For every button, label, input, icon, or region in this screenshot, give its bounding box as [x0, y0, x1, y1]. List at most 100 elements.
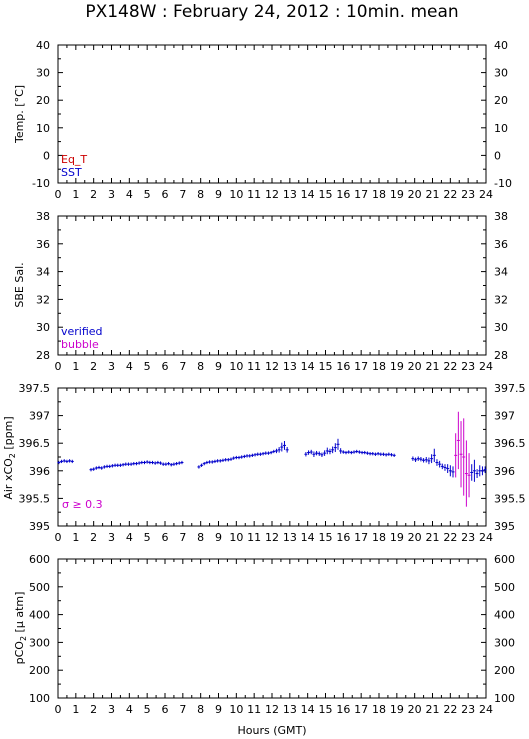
- y-tick-label-right: 30: [494, 67, 508, 80]
- xco2-ylabel-tail: [ppm]: [2, 416, 15, 453]
- y-tick-label-left: 38: [36, 210, 50, 223]
- x-tick-label: 1: [72, 188, 79, 201]
- x-tick-label: 11: [247, 703, 261, 716]
- x-tick-label: 3: [108, 360, 115, 373]
- y-tick-label-right: 0: [494, 149, 501, 162]
- x-tick-label: 14: [301, 188, 315, 201]
- x-tick-label: 15: [319, 531, 333, 544]
- legend-bubble: bubble: [61, 338, 99, 351]
- temp-axis-ticks: 0 1 2 3 4 5 6 7 8 9 10 11 12 13 14 15 16 17 18 19 20 21 22 23 24…: [32, 39, 512, 201]
- temp-plot-frame: [57, 44, 487, 184]
- y-tick-label-left: 300: [29, 636, 50, 649]
- x-axis-label: Hours (GMT): [237, 724, 306, 737]
- pco2-y-axis-label: pCO2 [μ atm]: [13, 592, 28, 665]
- y-tick-label-left: 34: [36, 266, 50, 279]
- y-tick-label-left: 200: [29, 664, 50, 677]
- temp-y-axis-label: Temp. [°C]: [13, 85, 26, 144]
- x-tick-label: 16: [336, 703, 350, 716]
- x-tick-label: 13: [283, 188, 297, 201]
- x-tick-label: 17: [354, 703, 368, 716]
- x-tick-label: 23: [461, 703, 475, 716]
- x-tick-label: 16: [336, 188, 350, 201]
- y-tick-label-left: -10: [32, 177, 50, 190]
- pco2-plot-frame: [57, 558, 487, 699]
- y-tick-label-left: 0: [43, 149, 50, 162]
- salinity-y-axis-label: SBE Sal.: [13, 262, 26, 307]
- x-tick-label: 4: [126, 360, 133, 373]
- legend-verified: verified: [61, 325, 103, 338]
- x-tick-label: 10: [229, 360, 243, 373]
- x-tick-label: 5: [144, 360, 151, 373]
- xco2-panel: 0 1 2 3 4 5 6 7 8 9 10 11 12 13 14 15 16 17 18 19 20 21 22 23 24…: [2, 382, 526, 544]
- xco2-ylabel-main: Air xCO: [2, 458, 15, 500]
- y-tick-label-left: 397: [29, 410, 50, 423]
- y-tick-label-right: 500: [494, 581, 515, 594]
- x-tick-label: 10: [229, 531, 243, 544]
- x-tick-label: 16: [336, 360, 350, 373]
- y-tick-label-right: 20: [494, 94, 508, 107]
- x-tick-label: 6: [162, 188, 169, 201]
- y-tick-label-left: 100: [29, 692, 50, 705]
- x-tick-label: 0: [55, 188, 62, 201]
- x-tick-label: 0: [55, 360, 62, 373]
- x-tick-label: 19: [390, 703, 404, 716]
- y-tick-label-right: 28: [494, 349, 508, 362]
- y-tick-label-right: 396.5: [494, 437, 526, 450]
- x-tick-label: 14: [301, 360, 315, 373]
- x-tick-label: 9: [215, 531, 222, 544]
- y-tick-label-right: 395.5: [494, 492, 526, 505]
- x-tick-label: 1: [72, 360, 79, 373]
- x-tick-label: 14: [301, 703, 315, 716]
- x-tick-label: 7: [179, 703, 186, 716]
- y-tick-label-left: 500: [29, 581, 50, 594]
- y-tick-label-right: 300: [494, 636, 515, 649]
- x-tick-label: 13: [283, 703, 297, 716]
- x-tick-label: 1: [72, 703, 79, 716]
- x-tick-label: 2: [90, 703, 97, 716]
- x-tick-label: 23: [461, 531, 475, 544]
- x-tick-label: 20: [408, 531, 422, 544]
- y-tick-label-right: 397.5: [494, 382, 526, 395]
- x-tick-label: 12: [265, 188, 279, 201]
- x-tick-label: 11: [247, 360, 261, 373]
- x-tick-label: 9: [215, 188, 222, 201]
- y-tick-label-left: 395.5: [19, 492, 51, 505]
- x-tick-label: 4: [126, 703, 133, 716]
- x-tick-label: 8: [197, 703, 204, 716]
- salinity-plot-frame: [57, 215, 487, 356]
- x-tick-label: 5: [144, 531, 151, 544]
- y-tick-label-right: -10: [494, 177, 512, 190]
- x-tick-label: 22: [443, 531, 457, 544]
- x-tick-label: 20: [408, 188, 422, 201]
- y-tick-label-left: 28: [36, 349, 50, 362]
- x-tick-label: 10: [229, 703, 243, 716]
- y-tick-label-left: 30: [36, 321, 50, 334]
- x-tick-label: 6: [162, 360, 169, 373]
- x-tick-label: 16: [336, 531, 350, 544]
- x-tick-label: 3: [108, 531, 115, 544]
- x-tick-label: 2: [90, 360, 97, 373]
- y-tick-label-right: 395: [494, 520, 515, 533]
- x-tick-label: 18: [372, 188, 386, 201]
- x-tick-label: 5: [144, 188, 151, 201]
- y-tick-label-right: 396: [494, 465, 515, 478]
- y-tick-label-left: 396: [29, 465, 50, 478]
- x-tick-label: 21: [426, 360, 440, 373]
- x-tick-label: 23: [461, 188, 475, 201]
- xco2-data-points: [57, 411, 487, 507]
- y-tick-label-left: 396.5: [19, 437, 51, 450]
- x-tick-label: 20: [408, 703, 422, 716]
- x-tick-label: 4: [126, 531, 133, 544]
- y-tick-label-right: 38: [494, 210, 508, 223]
- xco2-ylabel-sub: 2: [8, 453, 17, 458]
- sigma-annotation: σ ≥ 0.3: [62, 498, 103, 511]
- x-tick-label: 7: [179, 360, 186, 373]
- x-tick-label: 18: [372, 531, 386, 544]
- x-tick-label: 19: [390, 360, 404, 373]
- legend-sst: SST: [61, 166, 82, 179]
- x-tick-label: 12: [265, 360, 279, 373]
- x-tick-label: 8: [197, 531, 204, 544]
- y-tick-label-right: 400: [494, 609, 515, 622]
- y-tick-label-right: 397: [494, 410, 515, 423]
- x-tick-label: 22: [443, 703, 457, 716]
